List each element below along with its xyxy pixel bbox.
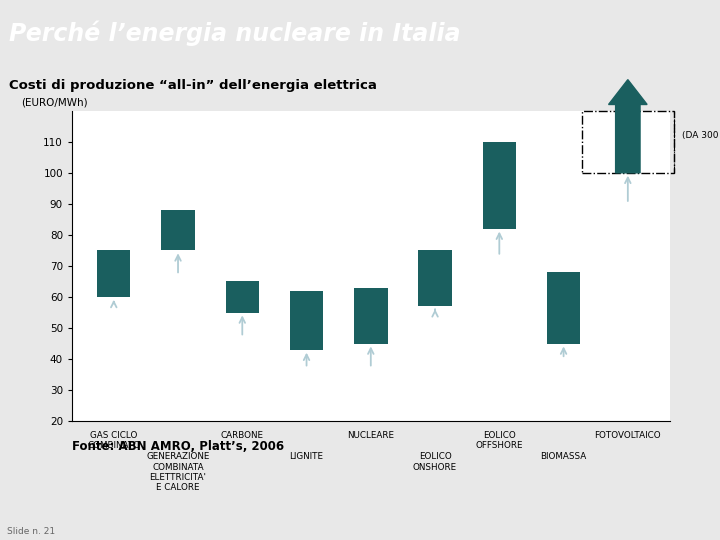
Text: GENERAZIONE
COMBINATA
ELETTRICITA'
E CALORE: GENERAZIONE COMBINATA ELETTRICITA' E CAL…: [146, 453, 210, 492]
Text: FOTOVOLTAICO: FOTOVOLTAICO: [595, 430, 661, 440]
Text: EOLICO
OFFSHORE: EOLICO OFFSHORE: [476, 430, 523, 450]
Bar: [161, 210, 194, 251]
Bar: [290, 291, 323, 350]
Text: Fonte: ABN AMRO, Platt’s, 2006: Fonte: ABN AMRO, Platt’s, 2006: [72, 440, 284, 453]
Text: EOLICO
ONSHORE: EOLICO ONSHORE: [413, 453, 457, 471]
Bar: [354, 288, 387, 343]
Text: Slide n. 21: Slide n. 21: [7, 526, 55, 536]
Text: Perché l’energia nucleare in Italia: Perché l’energia nucleare in Italia: [9, 21, 461, 46]
Text: (EURO/MWh): (EURO/MWh): [21, 98, 88, 107]
Text: (DA 300 A 400): (DA 300 A 400): [682, 131, 720, 140]
Text: CARBONE: CARBONE: [221, 430, 264, 440]
Text: LIGNITE: LIGNITE: [289, 453, 323, 461]
Text: Costi di produzione “all-in” dell’energia elettrica: Costi di produzione “all-in” dell’energi…: [9, 78, 377, 92]
Text: NUCLEARE: NUCLEARE: [347, 430, 395, 440]
Bar: [418, 251, 451, 306]
Bar: [97, 251, 130, 297]
Bar: [225, 281, 259, 313]
FancyArrow shape: [608, 80, 647, 173]
Text: GAS CICLO
COMBINATO: GAS CICLO COMBINATO: [87, 430, 140, 450]
Bar: [482, 142, 516, 229]
Text: BIOMASSA: BIOMASSA: [541, 453, 587, 461]
Bar: [547, 272, 580, 343]
Bar: [582, 111, 674, 173]
